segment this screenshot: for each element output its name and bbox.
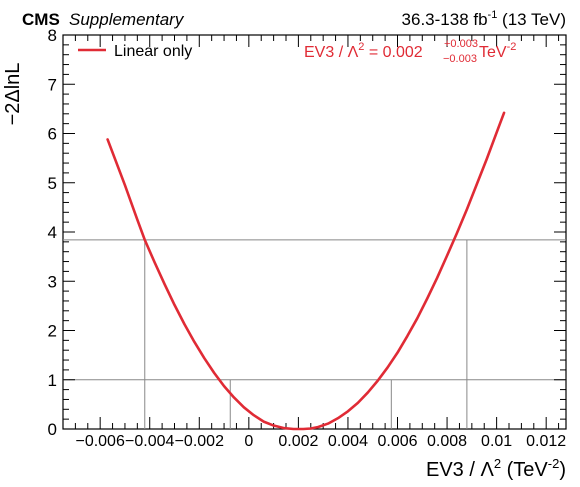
result-error-up: +0.003 [444, 38, 478, 50]
y-tick-label: 3 [48, 272, 57, 291]
x-tick-label: 0.008 [427, 433, 467, 450]
y-tick-label: 7 [48, 75, 57, 94]
y-tick-label: 0 [48, 420, 57, 439]
x-tick-label: 0 [244, 433, 253, 450]
lumi-main: 36.3-138 fb [402, 10, 488, 29]
y-tick-label: 5 [48, 174, 57, 193]
x-tick-label: −0.004 [125, 433, 174, 450]
result-lhs-text: EV3 / Λ [304, 44, 359, 61]
x-title-unit: (TeV [501, 459, 548, 481]
qualifier-label: Supplementary [69, 10, 185, 29]
y-axis-title: −2ΔlnL [2, 63, 24, 126]
x-title-unit-sup: -2 [548, 456, 560, 471]
x-tick-label: 0.004 [328, 433, 368, 450]
plot-frame [62, 34, 567, 430]
x-title-main: EV3 / Λ [426, 459, 494, 481]
x-title-close: ) [559, 459, 566, 481]
x-axis-title: EV3 / Λ2 (TeV-2) [426, 456, 566, 481]
x-tick-label: 0.006 [377, 433, 417, 450]
experiment-label: CMS [22, 10, 60, 29]
legend: Linear only [78, 43, 192, 60]
y-tick-label: 6 [48, 125, 57, 144]
result-unit-text: TeV [479, 44, 507, 61]
reference-lines [63, 239, 566, 429]
result-unit: TeV-2 [479, 41, 516, 61]
y-axis: 0 1 2 3 4 5 6 7 8 [48, 26, 566, 439]
y-tick-label: 4 [48, 223, 57, 242]
series-line-linear-only [106, 111, 506, 431]
x-tick-label: 0.002 [278, 433, 318, 450]
result-lhs-sup: 2 [358, 41, 364, 53]
result-lhs: EV3 / Λ2 = 0.002 [304, 41, 423, 61]
x-tick-label: 0.01 [481, 433, 512, 450]
result-unit-sup: -2 [507, 41, 517, 53]
x-tick-label: 0.012 [526, 433, 566, 450]
result-annotation: EV3 / Λ2 = 0.002 +0.003 −0.003 TeV-2 [304, 38, 516, 65]
y-tick-label: 8 [48, 26, 57, 45]
lumi-tail: (13 TeV) [497, 10, 566, 29]
result-error-down: −0.003 [443, 53, 477, 65]
lumi-sup: -1 [488, 9, 498, 21]
x-axis: −0.006 −0.004 −0.002 0 0.002 0.004 0.006 0.008 0… [74, 35, 566, 450]
result-eq: = 0.002 [364, 44, 422, 61]
y-tick-label: 2 [48, 322, 57, 341]
y-tick-label: 1 [48, 371, 57, 390]
x-title-sup: 2 [494, 456, 501, 471]
legend-label: Linear only [114, 43, 192, 60]
luminosity-label: 36.3-138 fb-1 (13 TeV) [402, 9, 566, 29]
x-tick-label: −0.002 [175, 433, 224, 450]
x-tick-label: −0.006 [75, 433, 124, 450]
